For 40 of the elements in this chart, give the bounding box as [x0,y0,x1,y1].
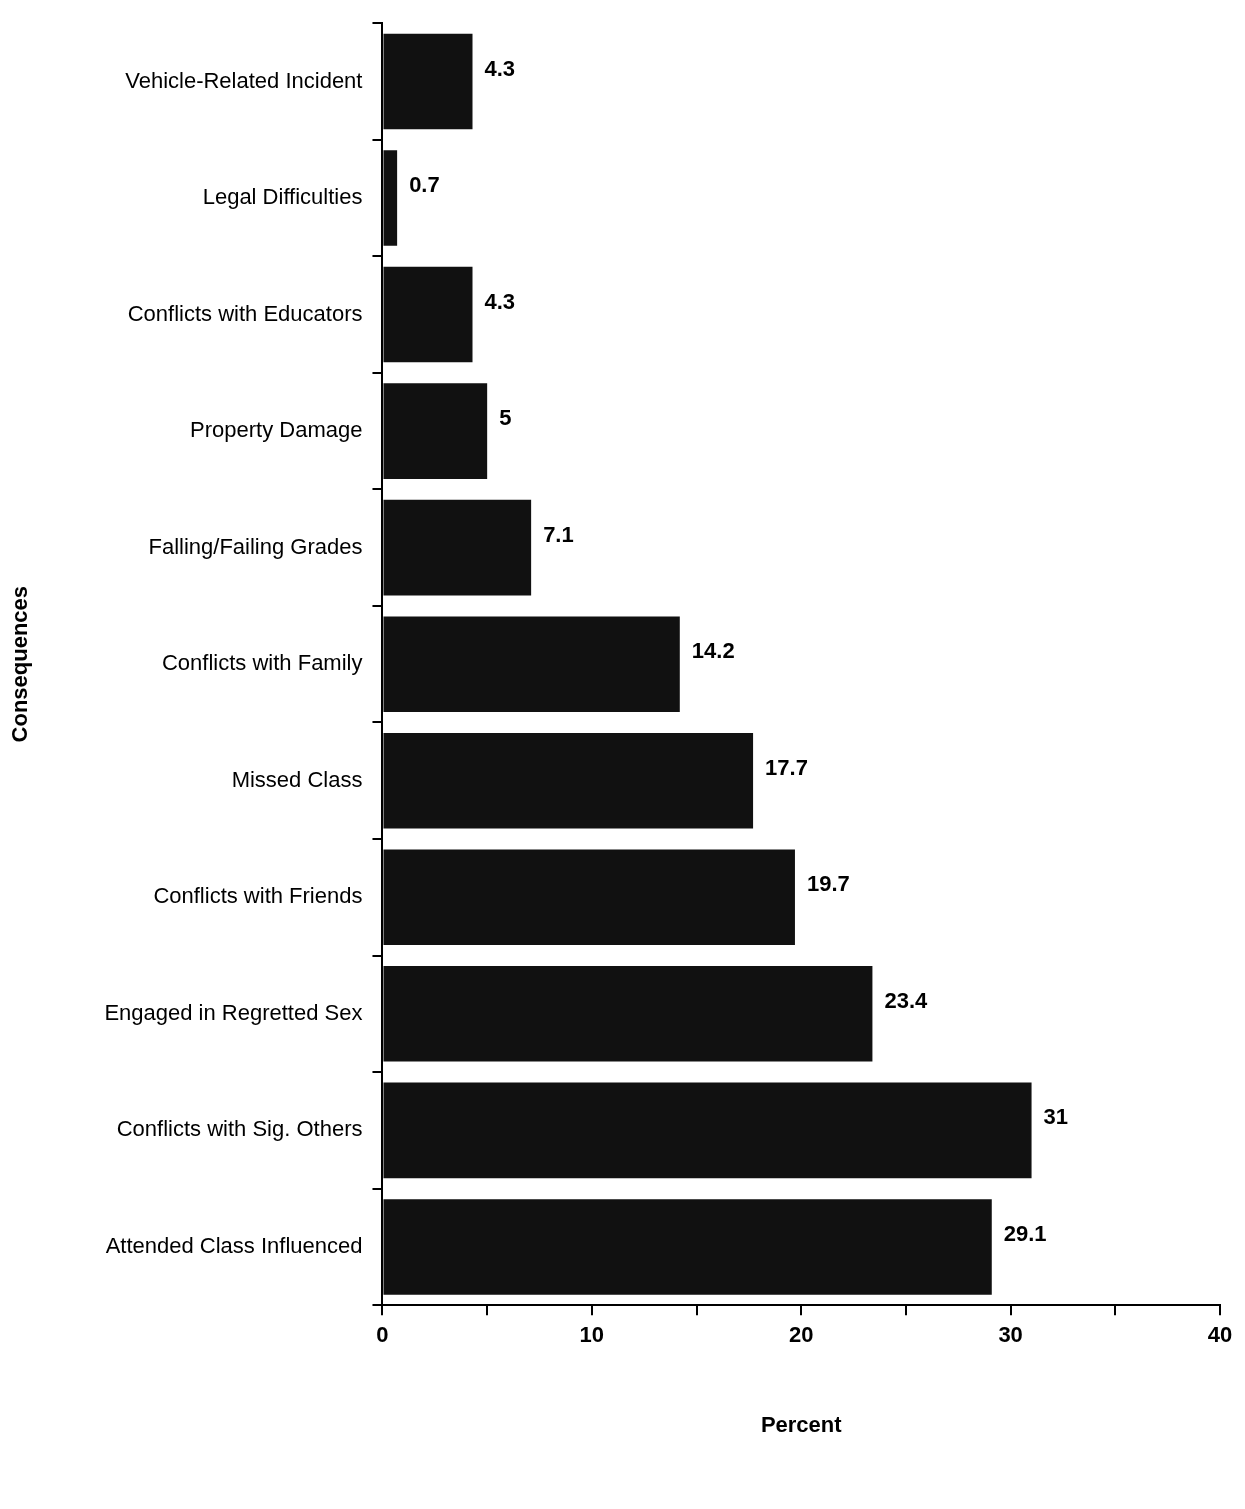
x-tick-label: 10 [579,1322,605,1348]
data-label: 19.7 [806,871,850,897]
bar [383,849,795,946]
data-label: 5 [499,405,512,431]
x-tick-label: 0 [376,1322,389,1348]
y-axis-title: Consequences [7,585,33,743]
bar [383,966,873,1062]
x-axis-title: Percent [760,1411,843,1437]
bar [383,383,488,479]
bar [383,1082,1032,1179]
y-tick-label: Vehicle-Related Incident [125,67,363,93]
y-tick-label: Conflicts with Sig. Others [116,1116,363,1142]
y-tick-label: Attended Class Influenced [105,1232,363,1258]
y-tick-label: Legal Difficulties [202,184,363,210]
data-label: 4.3 [484,55,516,81]
data-label: 4.3 [484,288,516,314]
data-label: 29.1 [1003,1220,1047,1246]
bar [383,1199,992,1295]
y-tick-label: Missed Class [231,766,363,792]
data-label: 7.1 [543,521,574,547]
data-label: 17.7 [765,754,808,780]
y-tick-label: Property Damage [190,417,363,443]
x-tick-label: 30 [998,1322,1023,1348]
y-tick-label: Engaged in Regretted Sex [104,999,363,1025]
bar [383,499,532,596]
data-label: 14.2 [691,638,735,664]
data-label: 23.4 [884,987,929,1013]
bar [383,33,473,130]
bar [383,616,680,712]
x-tick-label: 20 [788,1322,814,1348]
bar [383,266,473,363]
y-tick-label: Conflicts with Educators [127,300,363,326]
data-label: 0.7 [409,172,440,198]
x-tick-label: 40 [1207,1322,1233,1348]
bar [383,732,754,829]
y-tick-label: Conflicts with Family [161,650,363,676]
y-tick-label: Conflicts with Friends [153,883,363,909]
y-tick-label: Falling/Failing Grades [148,533,363,559]
bar [383,150,398,246]
data-label: 31 [1043,1104,1069,1130]
